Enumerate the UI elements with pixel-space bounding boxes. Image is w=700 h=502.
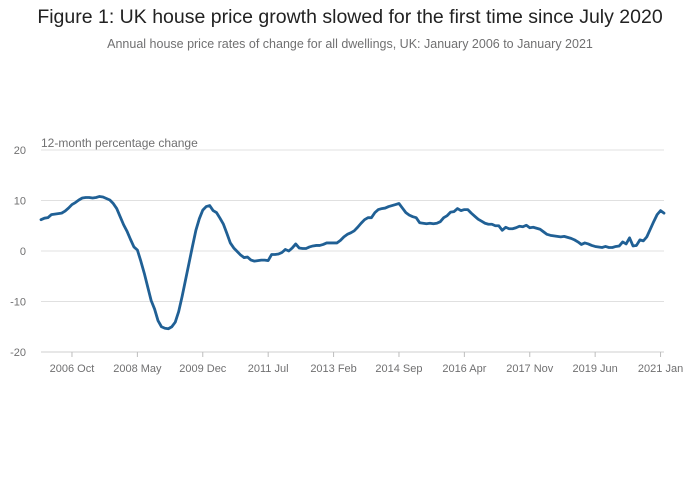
y-tick-label: 10 (14, 196, 26, 208)
x-tick-label: 2021 Jan (638, 363, 683, 375)
x-tick-label: 2013 Feb (310, 363, 356, 375)
y-axis-label: 12-month percentage change (41, 136, 198, 150)
y-tick-label: 20 (14, 145, 26, 157)
y-tick-label: -10 (10, 297, 26, 309)
x-tick-label: 2009 Dec (179, 363, 227, 375)
series-group (39, 195, 666, 331)
gridlines (41, 149, 664, 353)
chart-title: Figure 1: UK house price growth slowed f… (37, 6, 663, 28)
y-tick-label: -20 (10, 347, 26, 359)
x-axis-ticks: 2006 Oct 2008 May 2009 Dec 2011 Jul 2013 Feb… (50, 352, 683, 375)
x-tick-label: 2008 May (113, 363, 162, 375)
x-tick-label: 2006 Oct (50, 363, 95, 375)
x-tick-label: 2011 Jul (248, 363, 289, 375)
x-tick-label: 2019 Jun (573, 363, 618, 375)
y-tick-label: 0 (20, 246, 26, 258)
x-tick-label: 2014 Sep (375, 363, 422, 375)
series-line (39, 195, 666, 331)
chart-subtitle: Annual house price rates of change for a… (107, 37, 593, 51)
x-tick-label: 2016 Apr (442, 363, 486, 375)
y-axis-ticks: 20 10 0 -10 -20 (10, 145, 26, 359)
x-tick-label: 2017 Nov (506, 363, 554, 375)
